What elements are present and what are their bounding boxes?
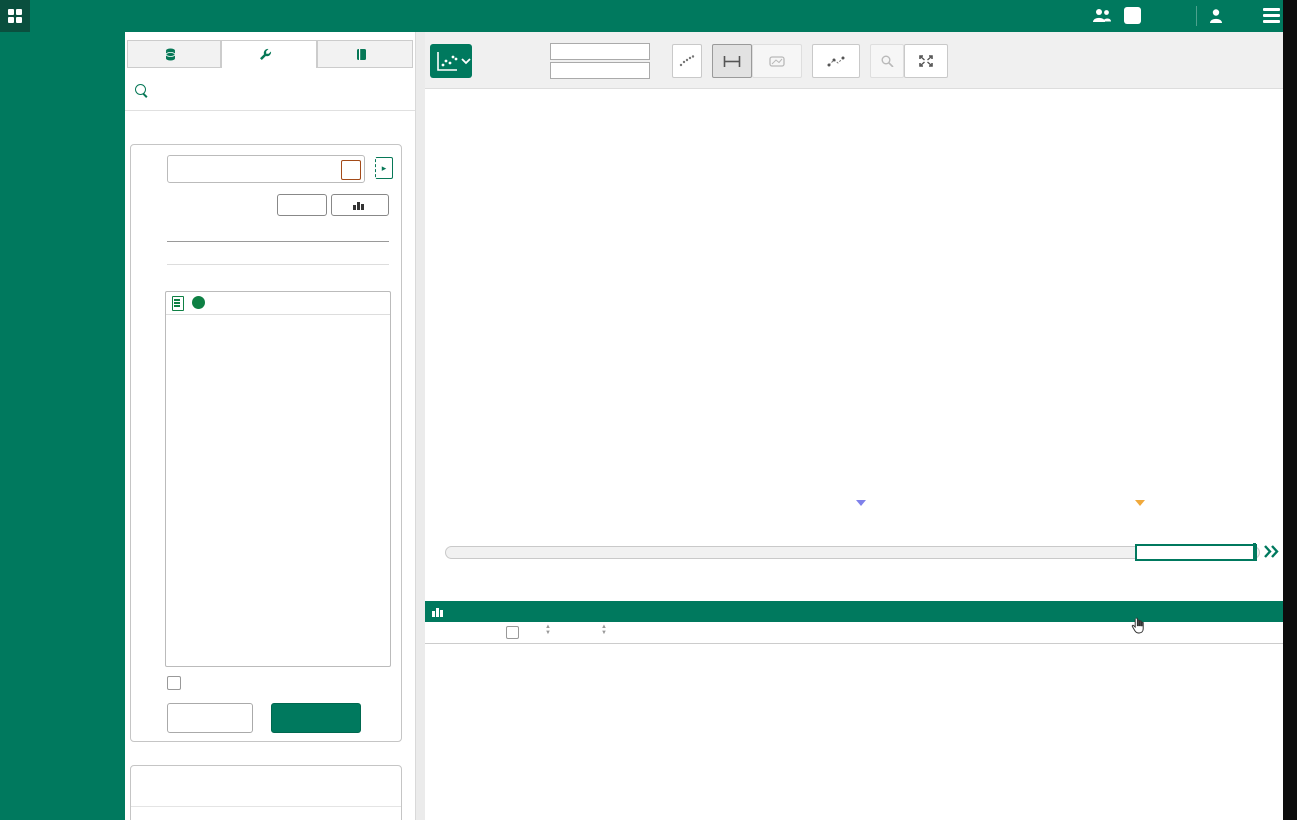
derived-data-divider (131, 806, 401, 807)
display-range-bar (424, 484, 1283, 504)
expand-icon (919, 55, 933, 67)
formula-help-icon[interactable] (192, 296, 205, 309)
scrubber-track[interactable] (445, 546, 1260, 559)
scatter-view-button[interactable] (430, 44, 472, 78)
variable-search-button[interactable] (277, 194, 327, 216)
derived-data-card (130, 765, 402, 820)
main-area: ▲▼ ▲▼ ▲▼ (424, 32, 1283, 820)
tab-journal[interactable] (317, 40, 413, 68)
breadcrumb (133, 118, 136, 132)
capsule-marker[interactable] (1135, 500, 1145, 506)
sort-icon[interactable]: ▲▼ (545, 624, 551, 636)
fx-scatter-icon (679, 55, 695, 67)
bar-chart-icon (352, 201, 364, 210)
wrench-icon (260, 48, 272, 60)
display-range-start-marker[interactable] (856, 500, 866, 506)
capsules-button (752, 44, 802, 78)
variables-header-rule (167, 241, 389, 242)
range-button[interactable] (712, 44, 752, 78)
panel-divider (125, 110, 415, 111)
database-icon (165, 48, 176, 60)
connect-button[interactable] (812, 44, 860, 78)
formula-editor-toolbar (166, 292, 390, 315)
search-icon (135, 84, 146, 95)
scatter-chart-icon (437, 52, 471, 71)
apps-grid-icon (8, 9, 22, 23)
chart-legend (424, 458, 1283, 480)
zoom-button (870, 44, 904, 78)
formula-name-input[interactable] (167, 155, 365, 183)
tab-data[interactable] (127, 40, 221, 68)
y-axis-signal-select[interactable] (550, 43, 650, 60)
scatter-plot[interactable] (424, 88, 1283, 458)
details-chart-icon (432, 608, 443, 617)
available-checkbox[interactable] (167, 675, 181, 693)
copy-to-journal-icon[interactable]: ▸ (375, 157, 393, 179)
capsules-icon (769, 55, 785, 67)
get-link-icon[interactable] (1124, 7, 1141, 24)
chart-toolbar (424, 32, 1283, 89)
magnifier-icon (881, 55, 894, 67)
cancel-button[interactable] (167, 703, 253, 733)
formula-color-swatch[interactable] (341, 160, 361, 180)
topbar-divider (1196, 6, 1197, 26)
tools-panel: ▸ (125, 32, 415, 820)
execute-button[interactable] (271, 703, 361, 733)
variables-row-rule (167, 264, 389, 265)
range-icon (723, 55, 741, 67)
journal-book-icon (357, 48, 366, 60)
top-bar (0, 0, 1297, 32)
expand-button[interactable] (904, 44, 948, 78)
filter-tools-input[interactable] (157, 80, 401, 97)
select-all-checkbox[interactable] (506, 626, 519, 640)
details-panel-header[interactable] (424, 601, 1283, 622)
fx-tool-button[interactable] (672, 44, 702, 78)
panel-gutter (415, 32, 425, 820)
connect-icon (827, 56, 845, 66)
investigate-range-bar (424, 582, 1283, 600)
connection-status[interactable] (122, 9, 126, 23)
variable-details-button[interactable] (331, 194, 389, 216)
user-icon[interactable] (1209, 8, 1223, 23)
formula-tool-card: ▸ (130, 144, 402, 742)
mouse-cursor (1131, 617, 1144, 634)
apps-menu-button[interactable] (0, 0, 30, 32)
screen-edge (1283, 0, 1297, 820)
formula-editor[interactable] (165, 291, 391, 667)
formula-document-icon[interactable] (172, 296, 184, 311)
x-axis-signal-select[interactable] (550, 62, 650, 79)
timeline-strip[interactable] (445, 506, 1267, 538)
details-table-header: ▲▼ ▲▼ ▲▼ (424, 622, 1283, 644)
hamburger-menu-button[interactable] (1263, 8, 1280, 23)
sort-icon[interactable]: ▲▼ (601, 624, 607, 636)
share-users-icon[interactable] (1092, 8, 1112, 23)
scrubber-selection[interactable] (1135, 543, 1257, 561)
auto-update-icon[interactable] (1263, 544, 1280, 559)
worksheet-sidebar (0, 32, 125, 820)
tab-tools[interactable] (221, 40, 317, 68)
